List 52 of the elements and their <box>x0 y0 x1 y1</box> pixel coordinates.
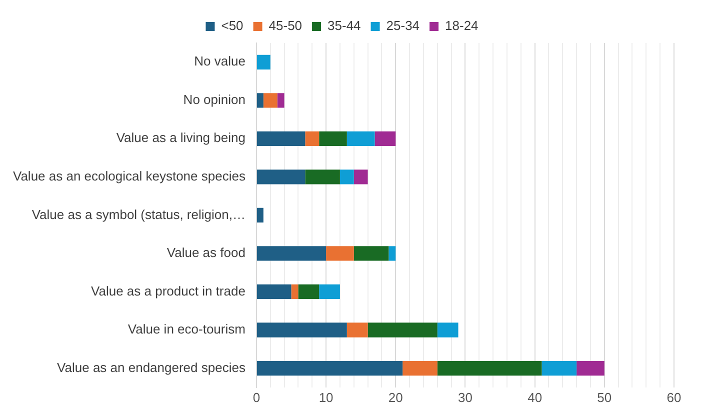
legend-label: 25-34 <box>386 18 420 34</box>
legend-label: 45-50 <box>268 18 302 34</box>
bar <box>354 170 368 184</box>
bar <box>291 284 298 300</box>
y-tick-label: Value as a living being <box>116 130 246 146</box>
y-tick-label: Value in eco-tourism <box>128 322 246 337</box>
bar <box>298 284 320 300</box>
x-tick-label: 30 <box>458 390 472 405</box>
bar <box>374 131 396 146</box>
bar <box>256 246 326 261</box>
bar <box>305 131 320 146</box>
y-tick-label: Value as an endangered species <box>57 360 246 375</box>
bar <box>402 360 438 376</box>
bar <box>346 322 368 338</box>
bar <box>437 360 542 376</box>
bar <box>256 54 270 70</box>
bar <box>277 93 284 108</box>
bar <box>542 360 577 376</box>
y-tick-label: No value <box>194 54 246 69</box>
bar <box>368 322 438 338</box>
y-tick-label: Value as food <box>166 245 246 260</box>
bar <box>256 208 264 223</box>
bar <box>437 322 458 338</box>
bar <box>256 131 306 146</box>
y-tick-label: Value as a product in trade <box>91 283 246 298</box>
bar <box>340 170 354 184</box>
y-tick-label: No opinion <box>183 92 246 107</box>
bar <box>256 170 306 184</box>
bar <box>576 360 604 376</box>
x-tick-label: 60 <box>666 390 682 405</box>
y-tick-label: Value as an ecological keystone species <box>12 168 246 184</box>
legend-label: <50 <box>221 18 244 34</box>
legend-label: 18-24 <box>445 18 478 34</box>
x-tick-label: 10 <box>318 390 334 405</box>
bar <box>319 284 340 300</box>
x-tick-label: 20 <box>388 390 403 405</box>
bar <box>354 246 389 261</box>
x-tick-label: 50 <box>597 390 612 405</box>
y-tick-label: Value as a symbol (status, religion,… <box>32 206 246 222</box>
x-tick-label: 40 <box>528 390 542 405</box>
bar <box>305 170 340 184</box>
bar <box>256 360 403 376</box>
bar <box>256 284 292 300</box>
legend-label: 35-44 <box>328 18 361 34</box>
bar <box>319 131 347 146</box>
bar <box>346 131 375 146</box>
x-tick-label: 0 <box>252 390 260 405</box>
bar <box>256 322 347 338</box>
bar <box>388 246 396 261</box>
bar <box>326 246 354 261</box>
bar <box>256 93 264 108</box>
bar <box>263 93 278 108</box>
